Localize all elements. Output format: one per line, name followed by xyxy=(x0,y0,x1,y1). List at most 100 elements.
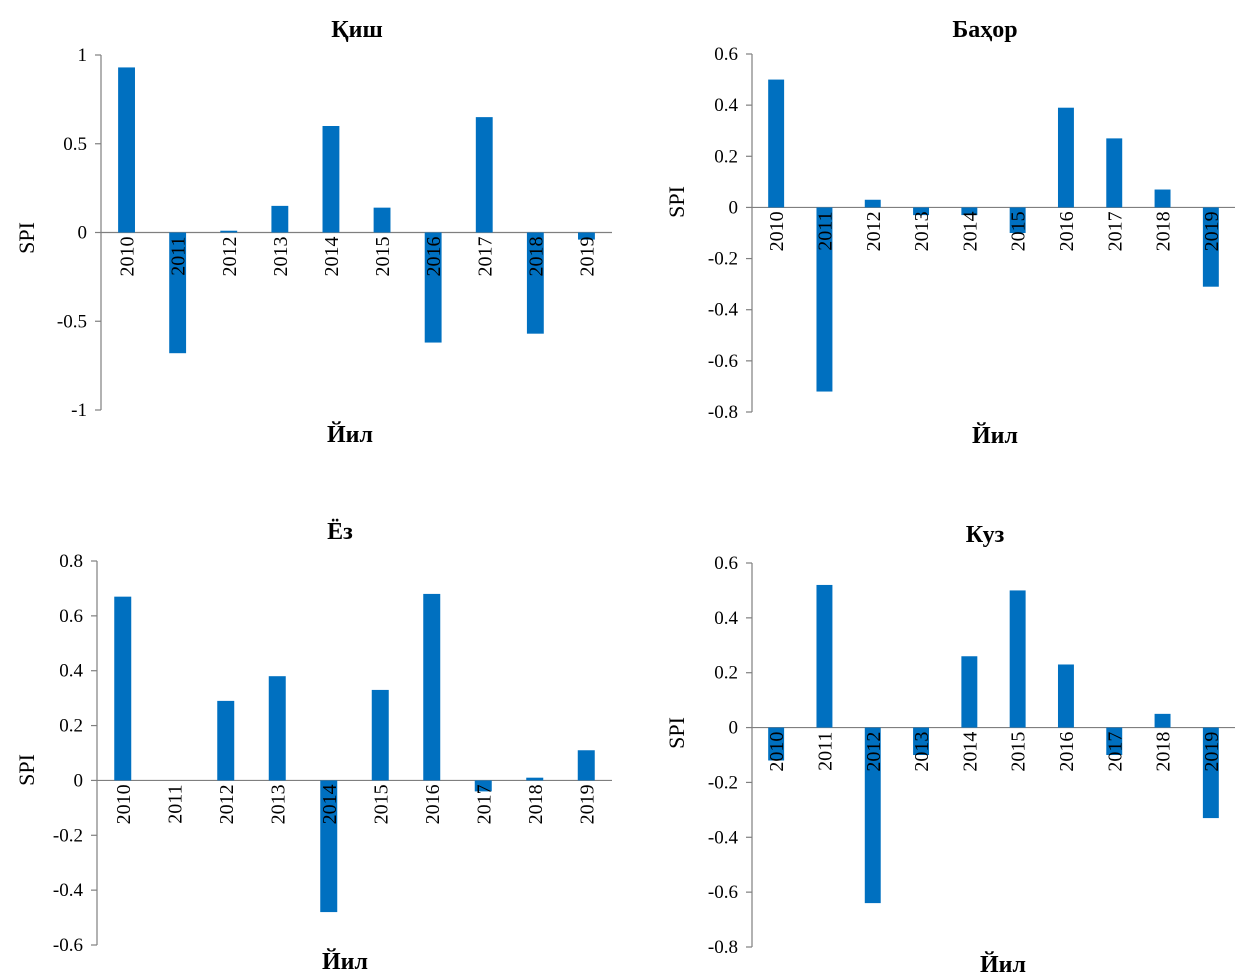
x-category-label: 2011 xyxy=(168,237,190,276)
bar-2014 xyxy=(320,780,338,913)
x-category-label: 2015 xyxy=(1008,211,1030,251)
x-category-label: 2019 xyxy=(1201,211,1223,251)
x-category-label: 2016 xyxy=(1056,732,1078,772)
y-tick-label: -0.4 xyxy=(708,827,739,848)
x-category-label: 2012 xyxy=(219,237,241,277)
x-category-label: 2010 xyxy=(766,732,788,772)
y-tick-label: 0 xyxy=(729,718,739,739)
y-axis-title: SPI xyxy=(14,222,39,254)
y-tick-label: -0.2 xyxy=(53,825,83,846)
bar-2010 xyxy=(768,727,785,761)
x-category-label: 2017 xyxy=(474,237,496,277)
x-category-label: 2013 xyxy=(911,732,933,772)
y-tick-label: 1 xyxy=(78,45,88,66)
y-tick-label: -0.2 xyxy=(708,249,738,270)
x-category-label: 2010 xyxy=(117,237,139,277)
bar-2012 xyxy=(217,700,235,781)
x-category-label: 2013 xyxy=(911,211,933,251)
y-tick-label: -0.4 xyxy=(708,300,739,321)
x-category-label: 2012 xyxy=(863,732,885,772)
bar-2017 xyxy=(475,117,493,233)
bar-2013 xyxy=(913,207,930,216)
y-tick-label: 0.6 xyxy=(714,553,738,574)
chart-title: Қиш xyxy=(331,17,383,43)
bar-2019 xyxy=(1202,207,1219,287)
x-category-label: 2016 xyxy=(423,237,445,277)
x-axis-title: Йил xyxy=(327,422,373,448)
y-tick-label: -0.5 xyxy=(57,311,87,332)
bar-2018 xyxy=(1154,713,1171,728)
bar-2010 xyxy=(118,67,135,233)
x-category-label: 2013 xyxy=(270,237,292,277)
bar-2019 xyxy=(577,750,595,781)
bar-2015 xyxy=(371,689,389,781)
x-category-label: 2014 xyxy=(959,732,981,772)
x-category-label: 2017 xyxy=(1104,732,1126,772)
chart-panel-2: Баҳор 0.6 0.4 0.2 0 -0.2 -0.4 -0.6 -0.8 2010 2011 2… xyxy=(664,17,1235,449)
x-category-label: 2011 xyxy=(164,784,186,823)
y-tick-label: 0.4 xyxy=(59,661,83,682)
chart-title: Куз xyxy=(966,522,1005,548)
bar-2015 xyxy=(1009,207,1026,233)
bar-2010 xyxy=(114,596,132,781)
y-tick-label: 0.2 xyxy=(714,146,738,167)
x-axis-title: Йил xyxy=(322,949,368,975)
x-category-label: 2019 xyxy=(576,237,598,277)
bar-2016 xyxy=(424,232,442,343)
bar-2014 xyxy=(322,126,340,233)
bar-2014 xyxy=(961,207,978,216)
y-tick-label: 0.4 xyxy=(714,608,738,629)
x-category-label: 2012 xyxy=(216,784,238,824)
x-category-label: 2013 xyxy=(267,784,289,824)
x-category-label: 2010 xyxy=(766,211,788,251)
bar-2013 xyxy=(268,676,286,781)
bar-2012 xyxy=(864,727,881,904)
bar-2014 xyxy=(961,656,978,728)
y-axis-title: SPI xyxy=(664,186,689,218)
bar-2010 xyxy=(768,79,785,208)
y-tick-label: -0.6 xyxy=(708,882,738,903)
x-category-label: 2017 xyxy=(473,784,495,824)
y-tick-label: -0.8 xyxy=(708,402,738,423)
bar-2018 xyxy=(1154,189,1171,208)
y-tick-label: 0.2 xyxy=(59,716,83,737)
x-category-label: 2015 xyxy=(1008,732,1030,772)
chart-panel-3: Ёз 0.8 0.6 0.4 0.2 0 -0.2 -0.4 -0.6 2010 2011 2012 2… xyxy=(14,519,612,975)
chart-title: Ёз xyxy=(327,519,353,545)
y-tick-label: 0.2 xyxy=(714,663,738,684)
bar-2017 xyxy=(1106,138,1123,208)
bar-2013 xyxy=(913,727,930,755)
bar-2011 xyxy=(816,584,833,728)
x-category-label: 2019 xyxy=(1201,732,1223,772)
bar-2015 xyxy=(373,207,391,233)
y-tick-label: 0 xyxy=(78,223,88,244)
y-tick-label: -0.8 xyxy=(708,937,738,958)
chart-panel-4: Куз 0.6 0.4 0.2 0 -0.2 -0.4 -0.6 -0.8 2010 2011 201… xyxy=(664,522,1235,977)
y-axis-title: SPI xyxy=(14,754,39,786)
x-category-label: 2010 xyxy=(113,784,135,824)
bar-2013 xyxy=(271,205,289,233)
bar-2016 xyxy=(1057,664,1074,728)
x-category-label: 2016 xyxy=(1056,211,1078,251)
bar-2019 xyxy=(578,232,595,240)
y-tick-label: -0.6 xyxy=(53,935,83,956)
x-category-label: 2011 xyxy=(814,211,836,250)
y-tick-label: -0.6 xyxy=(708,351,738,372)
y-tick-label: 0 xyxy=(729,197,739,218)
x-category-label: 2014 xyxy=(319,784,341,824)
x-category-label: 2015 xyxy=(372,237,394,277)
bar-2015 xyxy=(1009,590,1026,728)
bar-2019 xyxy=(1202,727,1219,819)
x-category-label: 2014 xyxy=(959,211,981,251)
x-category-label: 2012 xyxy=(863,211,885,251)
x-category-label: 2019 xyxy=(576,784,598,824)
bar-2012 xyxy=(220,230,238,233)
chart-panel-1: Қиш 1 0.5 0 -0.5 -1 2010 2011 2012 2013 2014 2015 20… xyxy=(14,17,612,448)
bar-2011 xyxy=(816,207,833,392)
bar-2017 xyxy=(474,780,492,792)
x-axis-title: Йил xyxy=(980,952,1026,977)
x-category-label: 2018 xyxy=(1153,732,1175,772)
bar-2018 xyxy=(526,232,544,334)
x-category-label: 2018 xyxy=(525,237,547,277)
